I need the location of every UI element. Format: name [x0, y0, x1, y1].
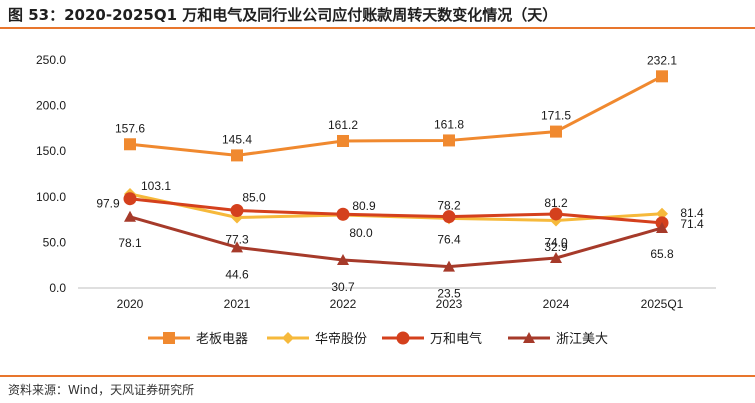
data-label: 161.8 [434, 117, 464, 131]
data-label: 78.1 [118, 236, 142, 250]
source-note: 资料来源：Wind，天风证券研究所 [8, 383, 195, 397]
x-tick-label: 2022 [330, 297, 357, 311]
data-point [550, 125, 562, 138]
legend-marker [163, 332, 175, 344]
data-label: 103.1 [141, 179, 171, 193]
legend-marker [396, 331, 410, 345]
data-label: 76.4 [437, 232, 461, 246]
data-label: 77.3 [225, 233, 249, 247]
data-point [124, 210, 136, 222]
data-label: 80.0 [349, 226, 373, 240]
x-axis: 2020 2021 2022 2023 2024 2025Q1 [78, 287, 716, 311]
y-tick-label: 100.0 [36, 190, 66, 204]
data-point [231, 149, 243, 162]
data-point [336, 207, 350, 221]
data-label: 74.0 [544, 236, 568, 250]
data-label: 145.4 [222, 132, 252, 146]
line-chart: 0.0 50.0 100.0 150.0 200.0 250.0 2020 2021 2022… [36, 53, 716, 346]
data-label: 65.8 [650, 247, 674, 261]
figure-title: 图 53：2020-2025Q1 万和电气及同行业公司应付账款周转天数变化情况（… [8, 6, 558, 24]
data-label: 157.6 [115, 121, 145, 135]
data-label: 78.2 [437, 199, 461, 213]
y-axis: 0.0 50.0 100.0 150.0 200.0 250.0 [36, 53, 66, 295]
data-label: 44.6 [225, 267, 249, 281]
x-tick-label: 2020 [117, 297, 144, 311]
data-point [656, 70, 668, 83]
data-label: 97.9 [96, 197, 120, 211]
data-label: 30.7 [331, 280, 355, 294]
legend-label: 万和电气 [430, 331, 482, 346]
data-label: 23.5 [437, 287, 461, 301]
data-point [123, 192, 137, 206]
data-point [656, 221, 668, 233]
series-line [129, 215, 663, 269]
series-line [129, 197, 663, 225]
legend-item-3: 万和电气 [382, 331, 482, 346]
data-point [442, 210, 456, 224]
legend-label: 华帝股份 [315, 331, 367, 346]
top-rule [0, 27, 755, 29]
series-3: 97.9 85.0 80.9 78.2 81.2 71.4 [96, 190, 704, 230]
legend-item-4: 浙江美大 [508, 331, 608, 346]
legend-marker [282, 332, 294, 344]
legend: 老板电器 华帝股份 万和电气 浙江美大 [148, 331, 608, 346]
data-label: 81.4 [680, 206, 704, 220]
bottom-rule [0, 375, 755, 377]
legend-label: 老板电器 [196, 331, 248, 346]
y-tick-label: 150.0 [36, 144, 66, 158]
data-point [231, 241, 243, 253]
data-label: 232.1 [647, 53, 677, 67]
data-label: 71.4 [680, 217, 704, 231]
data-point [443, 134, 455, 147]
legend-marker [523, 332, 535, 343]
y-tick-label: 0.0 [49, 281, 66, 295]
y-tick-label: 200.0 [36, 99, 66, 113]
data-label: 81.2 [544, 196, 568, 210]
data-point [549, 207, 563, 221]
y-tick-label: 50.0 [43, 235, 67, 249]
series-4: 78.1 44.6 30.7 23.5 32.9 65.8 [118, 210, 674, 301]
legend-item-2: 华帝股份 [267, 331, 367, 346]
data-point [443, 260, 455, 272]
data-point [656, 207, 668, 220]
series-1: 157.6 145.4 161.2 161.8 171.5 232.1 [115, 53, 677, 162]
data-label: 85.0 [242, 190, 266, 204]
data-label: 171.5 [541, 109, 571, 123]
legend-item-1: 老板电器 [148, 331, 248, 346]
data-label: 32.9 [544, 240, 568, 254]
legend-label: 浙江美大 [556, 331, 608, 346]
data-point [337, 254, 349, 266]
x-tick-label: 2025Q1 [641, 297, 684, 311]
data-point [337, 134, 349, 147]
x-tick-label: 2023 [436, 297, 463, 311]
data-label: 161.2 [328, 118, 358, 132]
x-tick-label: 2024 [543, 297, 570, 311]
y-tick-label: 250.0 [36, 53, 66, 67]
series-line [129, 74, 663, 157]
data-label: 80.9 [352, 199, 376, 213]
x-tick-label: 2021 [224, 297, 251, 311]
data-point [550, 251, 562, 263]
data-point [124, 138, 136, 151]
data-point [230, 203, 244, 217]
series-layer: 157.6 145.4 161.2 161.8 171.5 232.1 103.1 77.3 8… [96, 53, 704, 300]
